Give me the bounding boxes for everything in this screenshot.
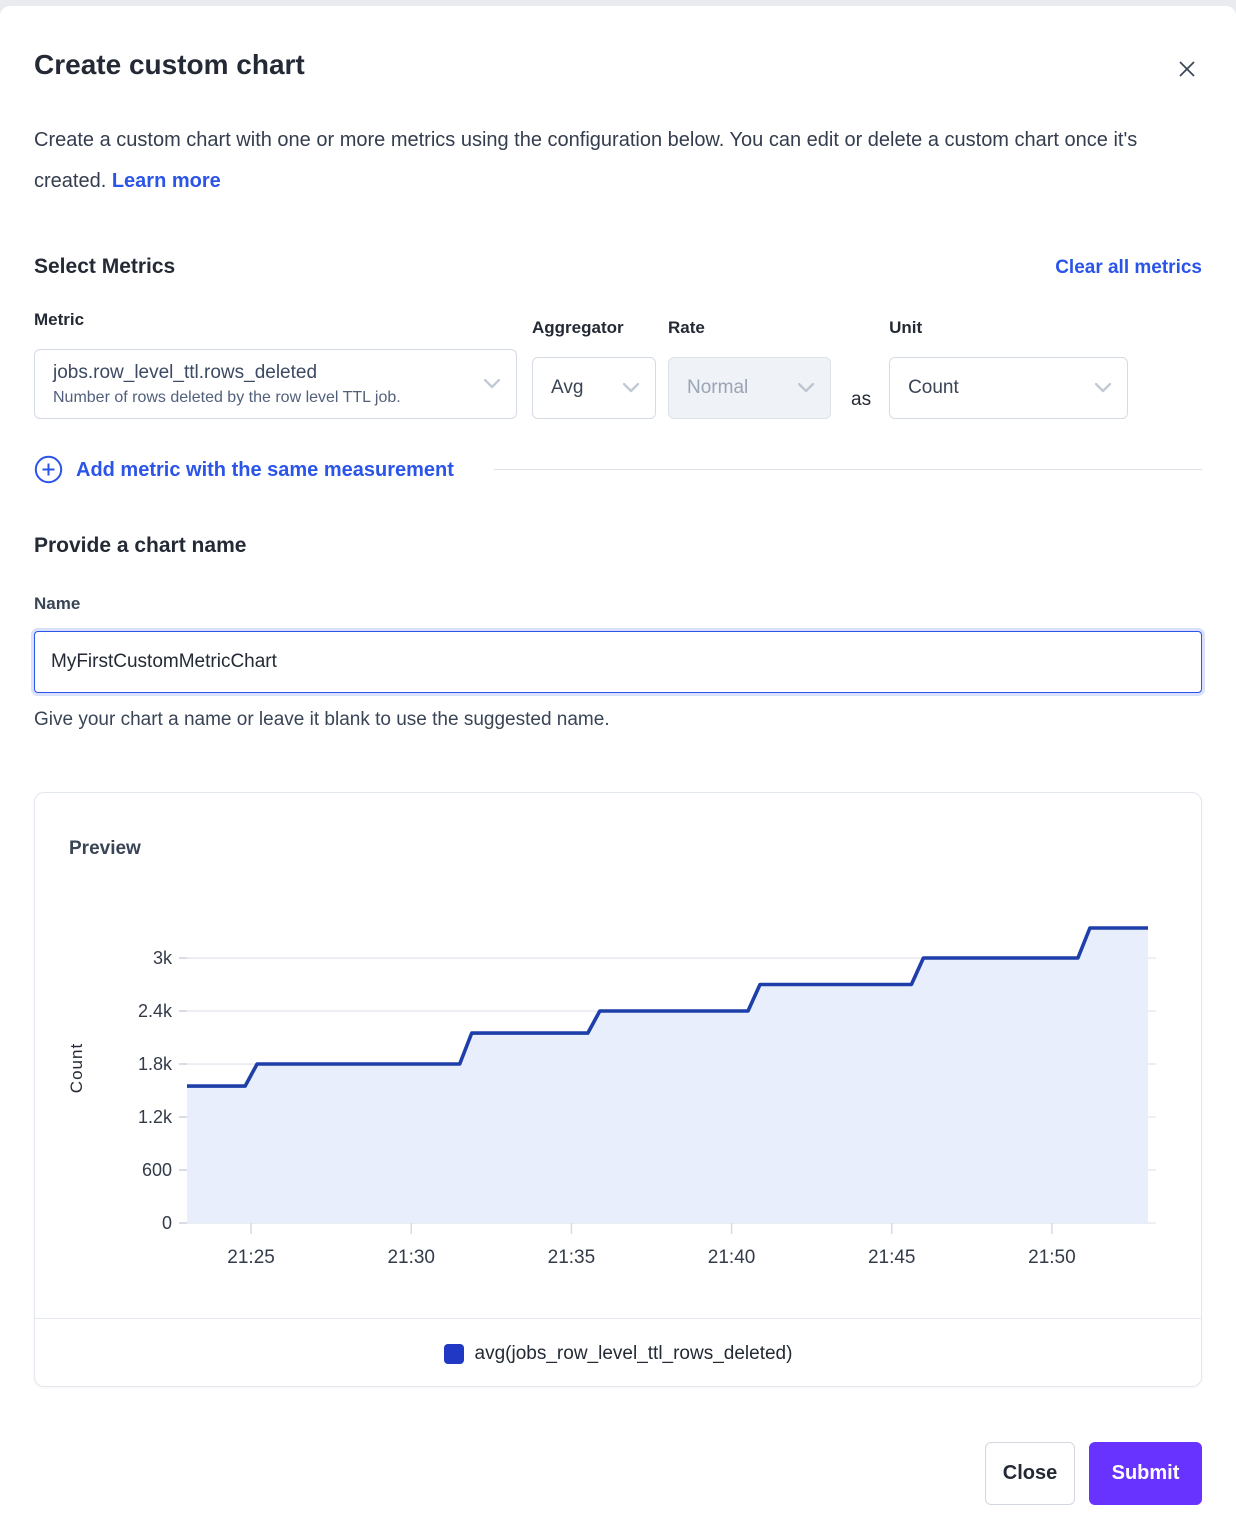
plus-circle-icon: [34, 455, 63, 484]
svg-text:21:45: 21:45: [868, 1247, 916, 1268]
rate-selected-value: Normal: [687, 377, 749, 398]
clear-all-metrics-link[interactable]: Clear all metrics: [1055, 257, 1202, 278]
add-metric-button[interactable]: Add metric with the same measurement: [34, 455, 454, 484]
rate-label: Rate: [668, 318, 705, 337]
preview-heading: Preview: [69, 838, 141, 859]
svg-text:3k: 3k: [153, 948, 173, 968]
divider: [493, 469, 1202, 470]
chevron-down-icon: [623, 383, 639, 393]
svg-text:21:35: 21:35: [548, 1247, 596, 1268]
divider: [35, 1318, 1201, 1319]
add-metric-label: Add metric with the same measurement: [76, 458, 454, 481]
svg-text:0: 0: [162, 1213, 172, 1233]
aggregator-selected-value: Avg: [551, 377, 584, 398]
chevron-down-icon: [1095, 383, 1112, 393]
svg-text:21:40: 21:40: [708, 1247, 756, 1268]
unit-label: Unit: [889, 318, 923, 337]
svg-text:Count: Count: [67, 1043, 86, 1093]
close-icon[interactable]: [1174, 56, 1200, 82]
svg-text:600: 600: [142, 1160, 172, 1180]
aggregator-select[interactable]: Avg: [532, 357, 656, 419]
metric-description: Number of rows deleted by the row level …: [53, 388, 401, 406]
select-metrics-heading: Select Metrics: [34, 255, 176, 278]
modal-description: Create a custom chart with one or more m…: [34, 120, 1184, 202]
chart-legend: avg(jobs_row_level_ttl_rows_deleted): [35, 1319, 1201, 1386]
description-text: Create a custom chart with one or more m…: [34, 129, 1138, 192]
name-label: Name: [34, 594, 81, 613]
name-helper-text: Give your chart a name or leave it blank…: [34, 709, 610, 730]
unit-select[interactable]: Count: [889, 357, 1129, 419]
svg-text:21:25: 21:25: [227, 1247, 275, 1268]
create-custom-chart-modal: Create custom chart Create a custom char…: [0, 6, 1236, 1540]
submit-button[interactable]: Submit: [1089, 1442, 1202, 1505]
close-button[interactable]: Close: [985, 1442, 1075, 1505]
chart-name-input[interactable]: [34, 631, 1202, 693]
svg-text:1.8k: 1.8k: [138, 1054, 173, 1074]
legend-label: avg(jobs_row_level_ttl_rows_deleted): [474, 1342, 793, 1364]
svg-text:21:30: 21:30: [387, 1247, 435, 1268]
preview-chart: 0 600 1.2k 1.8k 2.4k 3k 21:25 21:30 21:35 21:40 21…: [35, 883, 1201, 1275]
chevron-down-icon: [798, 383, 814, 393]
rate-select: Normal: [668, 357, 831, 419]
svg-text:2.4k: 2.4k: [138, 1001, 173, 1021]
metric-label: Metric: [34, 310, 85, 329]
aggregator-label: Aggregator: [532, 318, 624, 337]
metric-select[interactable]: jobs.row_level_ttl.rows_deleted Number o…: [34, 349, 517, 419]
svg-text:21:50: 21:50: [1028, 1247, 1076, 1268]
as-text: as: [851, 389, 872, 410]
svg-text:1.2k: 1.2k: [138, 1107, 173, 1127]
preview-card: Preview 0 600 1.2k 1.8k 2.4k 3k 21:25 21:30 21:3…: [34, 792, 1202, 1387]
chart-name-heading: Provide a chart name: [34, 534, 247, 557]
unit-selected-value: Count: [908, 377, 959, 398]
chevron-down-icon: [484, 379, 500, 389]
metric-config-row: Metric jobs.row_level_ttl.rows_deleted N…: [34, 308, 1202, 419]
page-title: Create custom chart: [34, 49, 305, 80]
metric-selected-value: jobs.row_level_ttl.rows_deleted: [53, 361, 318, 383]
legend-swatch: [443, 1343, 464, 1364]
learn-more-link[interactable]: Learn more: [111, 170, 221, 192]
